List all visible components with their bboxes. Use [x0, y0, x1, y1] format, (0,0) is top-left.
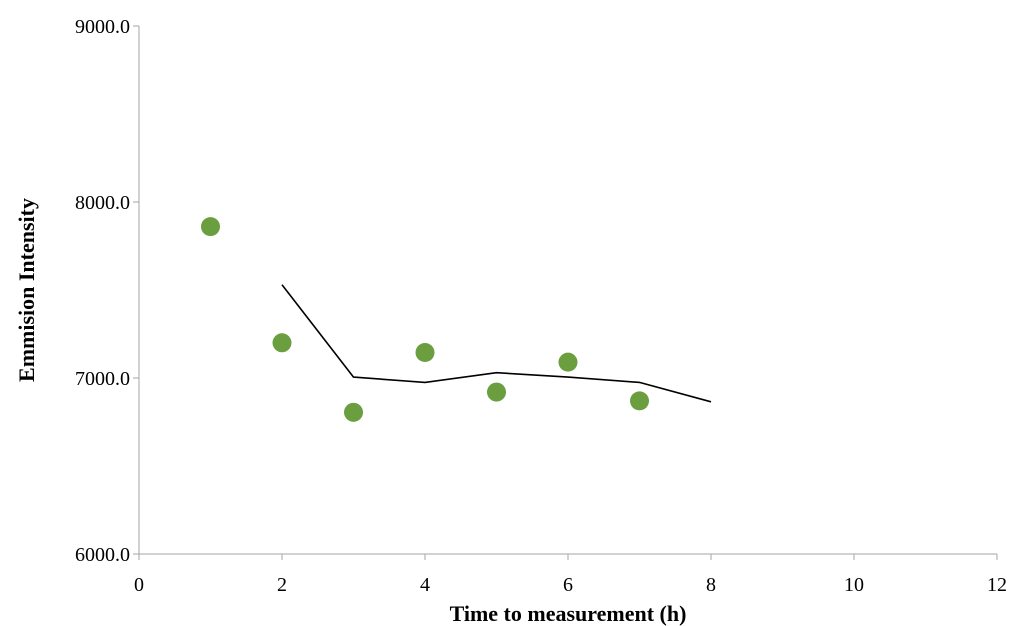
y-axis-title: Emmision Intensity — [14, 198, 39, 382]
data-point — [630, 391, 649, 411]
x-tick-label: 6 — [563, 574, 573, 596]
plot-area — [201, 217, 712, 422]
y-tick-label: 6000.0 — [75, 544, 130, 566]
y-axis: 6000.0 7000.0 8000.0 9000.0 — [75, 16, 140, 566]
x-tick-label: 10 — [844, 574, 864, 596]
y-tick-label: 8000.0 — [75, 192, 130, 214]
data-point — [415, 342, 435, 362]
x-tick-label: 4 — [420, 574, 430, 596]
data-point — [487, 382, 506, 402]
data-point — [272, 333, 292, 353]
y-tick-label: 9000.0 — [75, 16, 130, 38]
x-tick-label: 8 — [706, 574, 716, 596]
data-point — [201, 217, 220, 237]
x-axis-title: Time to measurement (h) — [450, 601, 687, 626]
x-tick-label: 12 — [987, 574, 1007, 596]
data-point — [558, 352, 578, 372]
x-tick-label: 2 — [277, 574, 287, 596]
trend-line — [281, 284, 712, 403]
x-tick-label: 0 — [134, 574, 144, 596]
x-axis: 0 2 4 6 8 10 12 — [134, 553, 1007, 596]
y-tick-label: 7000.0 — [75, 368, 130, 390]
data-point — [344, 402, 363, 422]
